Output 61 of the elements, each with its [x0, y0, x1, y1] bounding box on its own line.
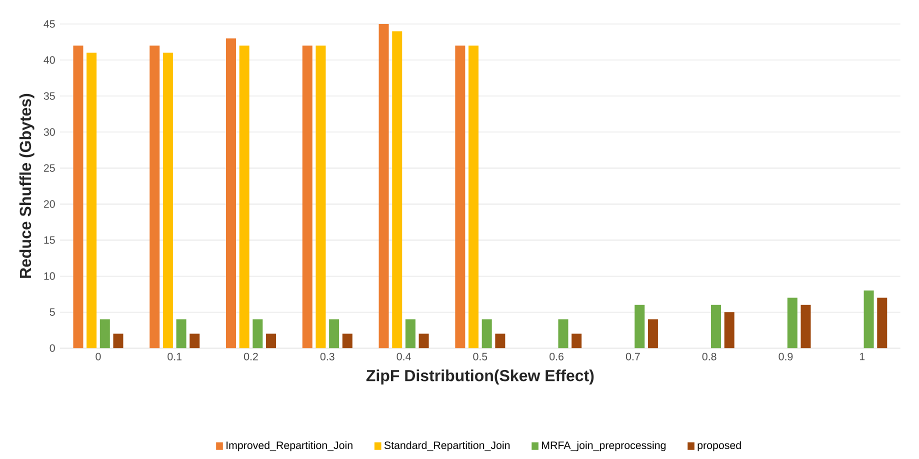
y-tick-label: 25: [44, 164, 55, 172]
y-tick-label: 40: [44, 56, 55, 64]
x-tick-label: 0.2: [244, 352, 258, 360]
bar: [495, 334, 506, 348]
bar: [113, 334, 124, 348]
x-tick-label: 0.8: [702, 352, 716, 360]
legend-label: MRFA_join_preprocessing: [542, 441, 666, 452]
bar: [558, 319, 568, 348]
legend-label: proposed: [698, 441, 741, 452]
bar: [266, 334, 276, 348]
y-tick-label: 0: [50, 344, 55, 352]
y-tick-label: 20: [44, 200, 55, 208]
y-tick-label: 10: [44, 272, 55, 280]
bar: [316, 46, 326, 348]
x-tick-label: 0.9: [778, 352, 793, 360]
y-axis-title: Reduce Shuffle (Gbytes): [19, 94, 34, 278]
bar: [648, 319, 658, 348]
bar: [176, 319, 186, 348]
x-tick-label: 1: [860, 352, 865, 360]
bar: [378, 24, 389, 348]
bar: [239, 46, 250, 348]
bar: [162, 52, 173, 348]
bar: [252, 319, 263, 348]
bar: [634, 304, 645, 348]
legend-label: Standard_Repartition_Join: [384, 441, 510, 452]
bar: [392, 31, 402, 348]
y-tick-label: 35: [44, 92, 55, 100]
bar: [711, 304, 722, 348]
bar: [572, 334, 582, 348]
x-tick-label: 0: [96, 352, 101, 360]
y-tick-label: 30: [44, 128, 55, 136]
bar: [73, 46, 84, 348]
y-tick-label: 45: [44, 20, 55, 28]
x-axis-title: ZipF Distribution(Skew Effect): [366, 370, 594, 385]
bar: [405, 319, 416, 348]
bar: [877, 298, 888, 348]
x-tick-label: 0.7: [626, 352, 640, 360]
bar: [150, 46, 160, 348]
bar: [864, 290, 874, 348]
bar: [724, 312, 734, 348]
x-tick-label: 0.5: [473, 352, 488, 360]
bar: [418, 334, 429, 348]
bar: [482, 319, 492, 348]
bar: [468, 46, 479, 348]
x-tick-label: 0.3: [320, 352, 334, 360]
bar: [455, 46, 466, 348]
bar: [86, 52, 97, 348]
bar: [190, 334, 200, 348]
x-tick-label: 0.4: [396, 352, 411, 360]
x-tick-label: 0.6: [550, 352, 564, 360]
y-tick-label: 5: [50, 308, 55, 316]
bar: [342, 334, 352, 348]
legend-label: Improved_Repartition_Join: [226, 441, 352, 452]
bar: [329, 319, 340, 348]
bar: [100, 319, 110, 348]
x-tick-label: 0.1: [168, 352, 182, 360]
y-tick-label: 15: [44, 236, 55, 244]
bar: [226, 38, 236, 348]
bar: [787, 298, 798, 348]
bar: [302, 46, 312, 348]
bar: [800, 304, 811, 348]
